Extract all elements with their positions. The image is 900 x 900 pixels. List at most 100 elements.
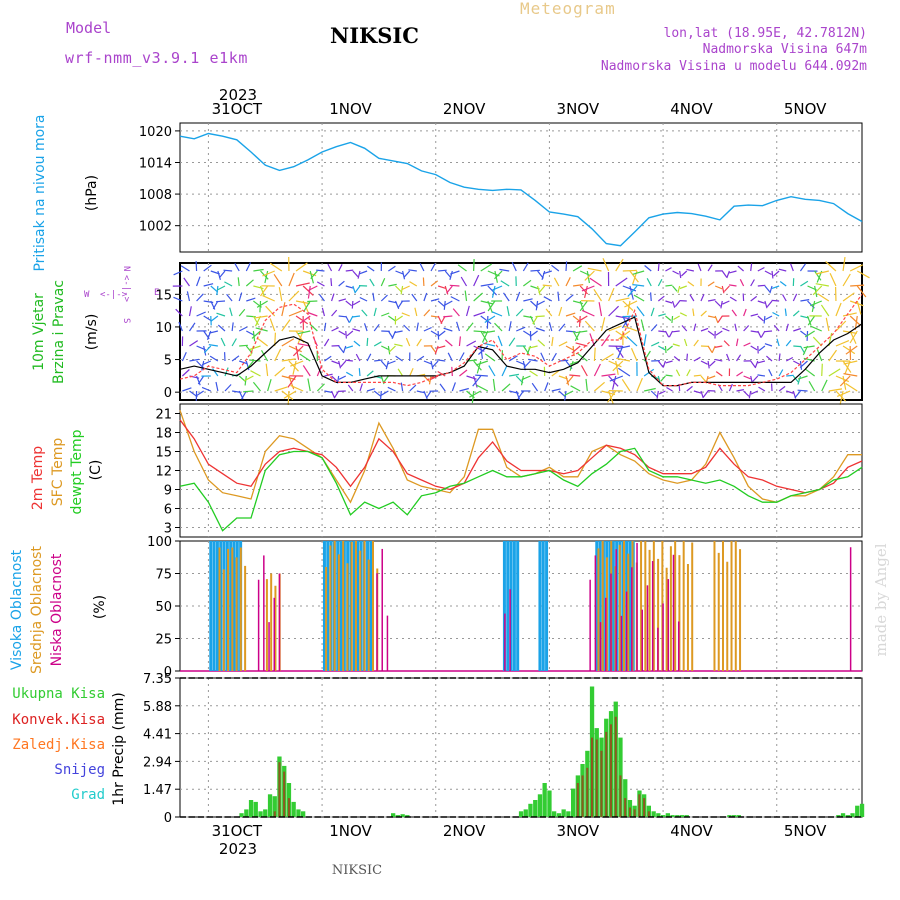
precip-conv-bar — [619, 775, 622, 817]
wind-arrow — [491, 285, 496, 298]
wind-arrow — [288, 360, 299, 372]
wind-arrow — [445, 339, 453, 347]
wind-arrow — [657, 278, 663, 287]
wind-arrow — [288, 272, 295, 287]
wind-arrow — [786, 390, 794, 394]
wind-arrow — [385, 360, 389, 370]
wind-arrow — [799, 360, 808, 369]
wind-arrow — [188, 306, 192, 317]
precip-conv-bar — [624, 798, 627, 817]
wind-arrow — [196, 311, 206, 317]
precip-conv-bar — [633, 809, 636, 817]
wind-arrow — [609, 375, 624, 382]
wind-arrow — [664, 330, 670, 338]
wind-arrow — [573, 284, 584, 287]
wind-arrow — [693, 374, 702, 377]
wind-arrow — [764, 300, 768, 309]
wind-arrow — [316, 281, 325, 287]
wind-arrow — [508, 337, 516, 347]
wind-arrow — [380, 390, 382, 400]
wind-arrow — [409, 384, 417, 392]
wind-arrow — [608, 287, 615, 302]
wind-arrow — [672, 343, 680, 347]
wind-arrow — [331, 327, 339, 332]
wind-arrow — [416, 322, 419, 332]
wind-arrow — [743, 375, 751, 380]
wind-arrow — [430, 330, 439, 336]
wind-arrow — [307, 300, 318, 303]
precip-total-bar — [566, 811, 571, 817]
wind-arrow — [784, 308, 787, 317]
wind-arrow — [664, 345, 667, 354]
wind-arrow — [437, 300, 445, 308]
wind-arrow — [815, 270, 829, 275]
wind-arrow — [338, 315, 347, 318]
wind-arrow — [281, 375, 296, 381]
wind-arrow — [636, 306, 645, 317]
wind-arrow — [650, 324, 658, 332]
wind-arrow — [338, 345, 344, 353]
clouds-tick-label: 50 — [155, 600, 172, 615]
wind-arrow — [565, 277, 571, 287]
wind-arrow — [269, 262, 283, 272]
wind-arrow — [707, 264, 713, 272]
wind-arrow — [660, 375, 666, 382]
wind-arrow — [310, 270, 318, 280]
wind-arrow — [564, 390, 567, 401]
wind-arrow — [849, 330, 858, 344]
pressure-labels: Pritisak na nivou mora (hPa) — [32, 114, 100, 271]
wind-arrow — [540, 352, 546, 362]
wind-arrow — [572, 330, 579, 341]
wind-arrow — [700, 375, 707, 383]
bottom-day-label: 2NOV — [443, 822, 486, 840]
wind-arrow — [346, 371, 354, 377]
wind-arrow — [274, 366, 286, 377]
wind-arrow — [689, 294, 695, 302]
precip-conv-bar — [605, 731, 608, 817]
wind-arrow — [340, 360, 347, 368]
wind-arrow — [245, 262, 252, 272]
wind-arrow — [750, 313, 759, 317]
pressure-panel: 1002 1008 1014 1020 — [139, 122, 863, 253]
wind-arrow — [703, 390, 709, 398]
wind-arrow — [239, 344, 248, 347]
wind-arrow — [679, 312, 688, 317]
wind-arrow — [565, 261, 568, 272]
wind-arrow — [330, 278, 333, 287]
temperature-panel: 3 6 9 12 15 18 21 — [155, 403, 863, 538]
wind-arrow — [656, 390, 659, 399]
compass-n: N — [121, 266, 131, 271]
wind-arrow — [352, 315, 361, 318]
wind-arrow — [589, 277, 602, 287]
wind-arrow — [585, 378, 588, 392]
wind-arrow — [422, 277, 425, 287]
wind-arrow — [646, 278, 652, 287]
wind-arrow — [443, 327, 453, 332]
wind-arrow — [269, 318, 276, 332]
wind-arrow — [673, 356, 681, 362]
wind-arrow — [800, 299, 810, 302]
wind-arrow — [380, 277, 386, 287]
wind-arrow — [331, 360, 340, 365]
wind-arrow — [259, 285, 265, 297]
wind-arrow — [581, 285, 595, 292]
wind-arrow — [721, 270, 728, 278]
temperature-tick-label: 9 — [164, 484, 172, 499]
wind-arrow — [665, 360, 673, 364]
wind-arrow — [615, 297, 630, 302]
wind-arrow — [338, 330, 346, 336]
wind-arrow — [395, 355, 403, 362]
wind-arrow — [612, 375, 617, 390]
wind-arrow — [450, 270, 460, 275]
wind-arrow — [484, 315, 496, 324]
top-day-label: 3NOV — [557, 100, 600, 118]
wind-frame — [179, 262, 863, 401]
wind-arrow — [423, 309, 431, 317]
wind-arrow — [516, 326, 526, 332]
wind-arrow — [754, 360, 759, 369]
compass-arrows: <-|-> — [121, 275, 131, 303]
wind-arrow — [773, 324, 780, 332]
wind-arrow — [295, 282, 310, 287]
temperature-labels: 2m Temp SFC Temp dewpt Temp (C) — [30, 429, 104, 514]
wind-arrow — [811, 300, 816, 313]
